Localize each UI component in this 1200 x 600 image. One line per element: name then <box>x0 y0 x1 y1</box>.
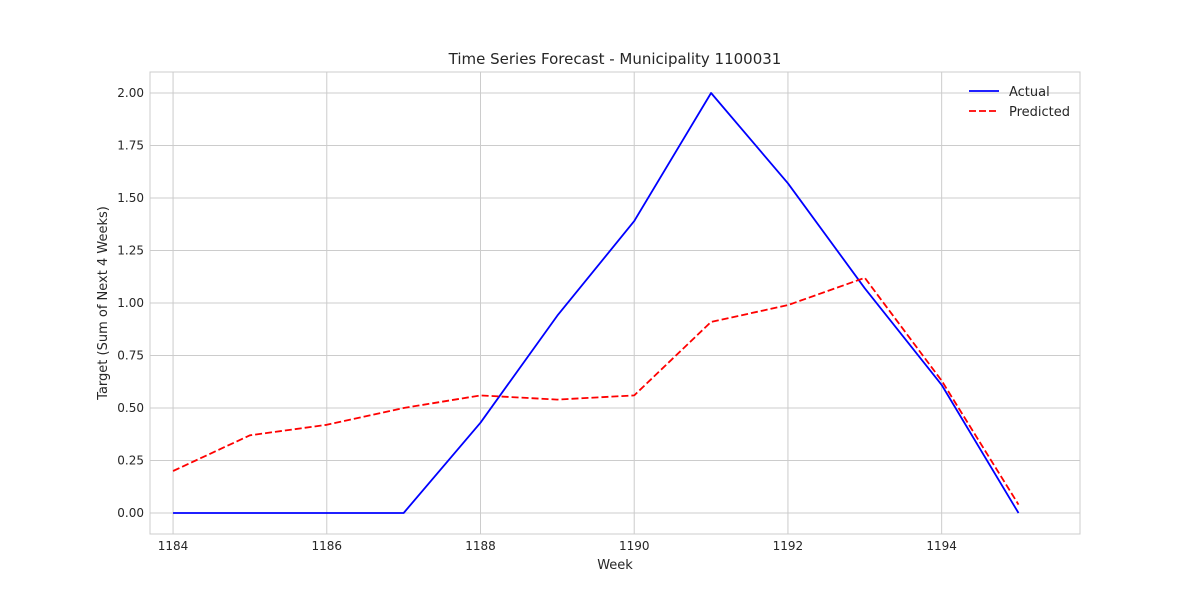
grid-lines <box>150 72 1080 534</box>
plot-frame <box>149 71 1081 535</box>
x-tick-label: 1186 <box>312 539 343 553</box>
series-line-actual <box>173 92 1020 514</box>
legend: Actual Predicted <box>969 85 1070 120</box>
y-tick-label: 0.25 <box>117 454 144 468</box>
tick-labels: 1184 1186 1188 1190 1192 1194 0.00 0.25 0.50 0.75… <box>117 86 957 553</box>
series-line-predicted <box>172 276 1020 506</box>
series-layer <box>172 92 1020 514</box>
y-tick-label: 0.50 <box>117 401 144 415</box>
x-tick-label: 1192 <box>773 539 804 553</box>
x-tick-label: 1194 <box>926 539 957 553</box>
y-tick-label: 0.00 <box>117 506 144 520</box>
legend-actual-label: Actual <box>1009 85 1050 100</box>
y-tick-label: 1.50 <box>117 191 144 205</box>
x-axis-label: Week <box>597 558 633 573</box>
x-tick-label: 1190 <box>619 539 650 553</box>
chart-title: Time Series Forecast - Municipality 1100… <box>448 50 782 68</box>
y-tick-label: 1.75 <box>117 139 144 153</box>
x-tick-label: 1184 <box>158 539 189 553</box>
y-tick-label: 2.00 <box>117 86 144 100</box>
x-tick-label: 1188 <box>465 539 496 553</box>
legend-predicted-label: Predicted <box>1009 105 1070 120</box>
y-tick-label: 1.00 <box>117 296 144 310</box>
y-tick-label: 0.75 <box>117 349 144 363</box>
y-axis-label: Target (Sum of Next 4 Weeks) <box>96 206 111 401</box>
y-tick-label: 1.25 <box>117 244 144 258</box>
